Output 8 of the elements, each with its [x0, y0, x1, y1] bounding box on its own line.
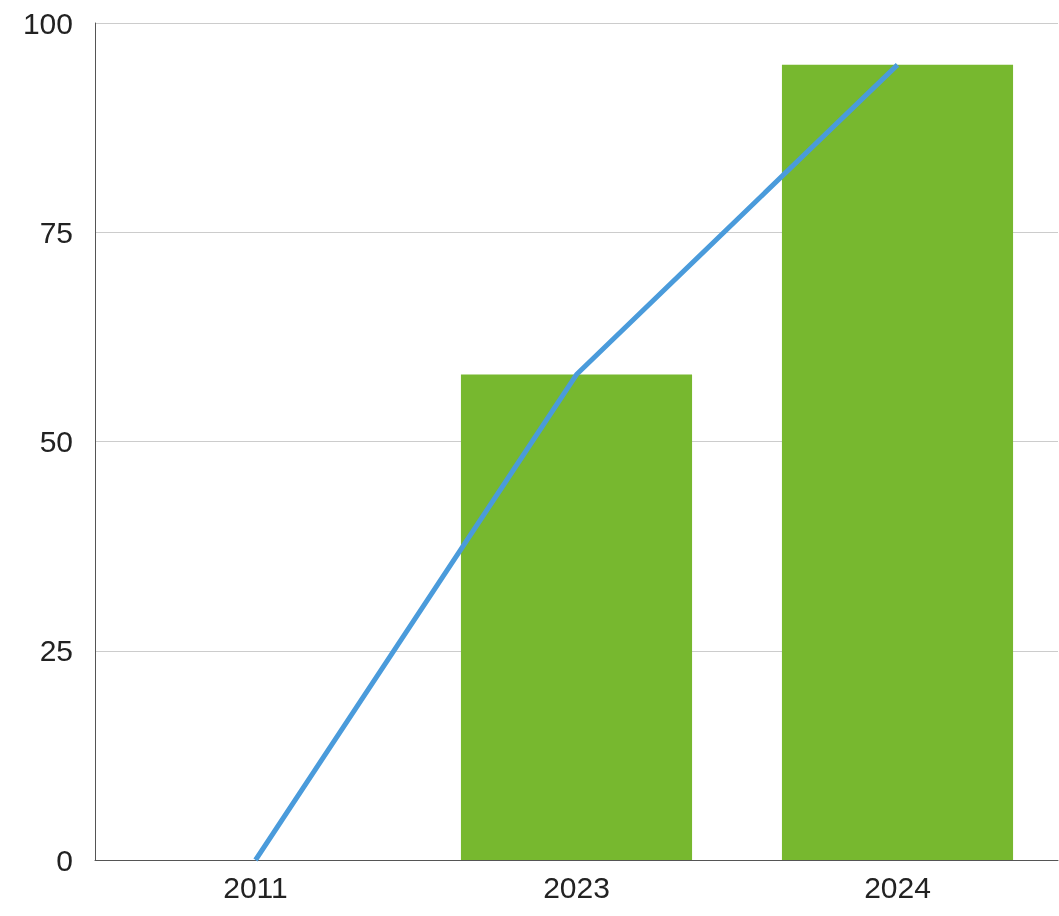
y-tick-label: 75 — [39, 215, 73, 249]
x-tick-label: 2011 — [223, 870, 288, 904]
y-tick-label: 25 — [39, 634, 73, 668]
x-tick-label: 2024 — [864, 870, 931, 904]
x-tick-label: 2023 — [543, 870, 610, 904]
y-tick-label: 100 — [22, 6, 73, 40]
y-tick-label: 0 — [56, 843, 73, 877]
y-tick-label: 50 — [39, 425, 73, 458]
